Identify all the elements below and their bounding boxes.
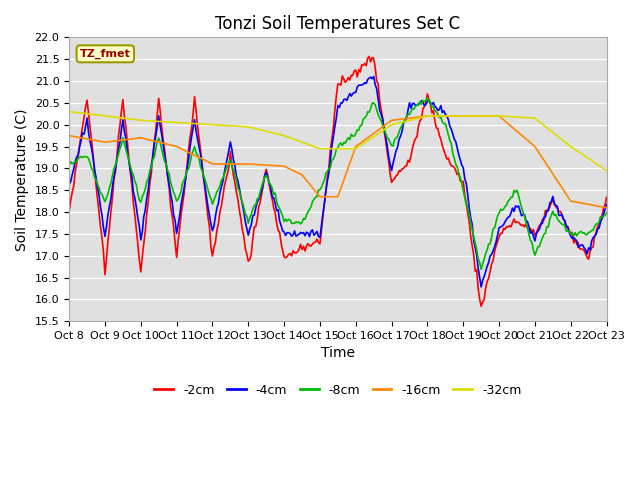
-16cm	[389, 117, 397, 123]
-32cm	[165, 119, 173, 125]
-2cm	[403, 163, 410, 169]
-4cm	[370, 73, 378, 79]
-4cm	[165, 181, 173, 187]
X-axis label: Time: Time	[321, 347, 355, 360]
Line: -16cm: -16cm	[69, 116, 607, 208]
Line: -32cm: -32cm	[69, 111, 607, 170]
-32cm	[80, 110, 88, 116]
-32cm	[389, 121, 397, 127]
-2cm	[365, 53, 373, 59]
-4cm	[373, 86, 381, 92]
Line: -2cm: -2cm	[69, 56, 607, 306]
-32cm	[371, 133, 379, 139]
-4cm	[403, 116, 410, 121]
-8cm	[401, 116, 409, 122]
-16cm	[65, 133, 73, 139]
-32cm	[537, 120, 545, 126]
-32cm	[65, 108, 73, 114]
-16cm	[80, 135, 88, 141]
-4cm	[603, 202, 611, 207]
-4cm	[540, 215, 548, 220]
-8cm	[540, 231, 548, 237]
Line: -4cm: -4cm	[69, 76, 607, 287]
-16cm	[165, 142, 173, 147]
Title: Tonzi Soil Temperatures Set C: Tonzi Soil Temperatures Set C	[215, 15, 460, 33]
-8cm	[165, 171, 173, 177]
-8cm	[80, 154, 88, 159]
-8cm	[424, 95, 431, 101]
Text: TZ_fmet: TZ_fmet	[80, 48, 131, 59]
-8cm	[477, 266, 485, 272]
-32cm	[401, 119, 409, 124]
-8cm	[603, 210, 611, 216]
-2cm	[603, 194, 611, 200]
-16cm	[538, 155, 546, 161]
Y-axis label: Soil Temperature (C): Soil Temperature (C)	[15, 108, 29, 251]
-2cm	[373, 78, 381, 84]
-16cm	[603, 205, 611, 211]
-16cm	[371, 130, 379, 135]
-16cm	[424, 113, 431, 119]
-2cm	[540, 217, 548, 223]
-8cm	[389, 143, 397, 149]
Line: -8cm: -8cm	[69, 98, 607, 269]
-32cm	[603, 168, 611, 173]
Legend: -2cm, -4cm, -8cm, -16cm, -32cm: -2cm, -4cm, -8cm, -16cm, -32cm	[149, 379, 527, 402]
-8cm	[65, 162, 73, 168]
-16cm	[401, 116, 409, 121]
-2cm	[391, 176, 399, 181]
-4cm	[391, 154, 399, 160]
-4cm	[80, 132, 88, 137]
-2cm	[80, 114, 88, 120]
-2cm	[477, 303, 485, 309]
-2cm	[165, 186, 173, 192]
-4cm	[477, 284, 485, 290]
-2cm	[65, 208, 73, 214]
-4cm	[65, 181, 73, 187]
-8cm	[371, 102, 379, 108]
